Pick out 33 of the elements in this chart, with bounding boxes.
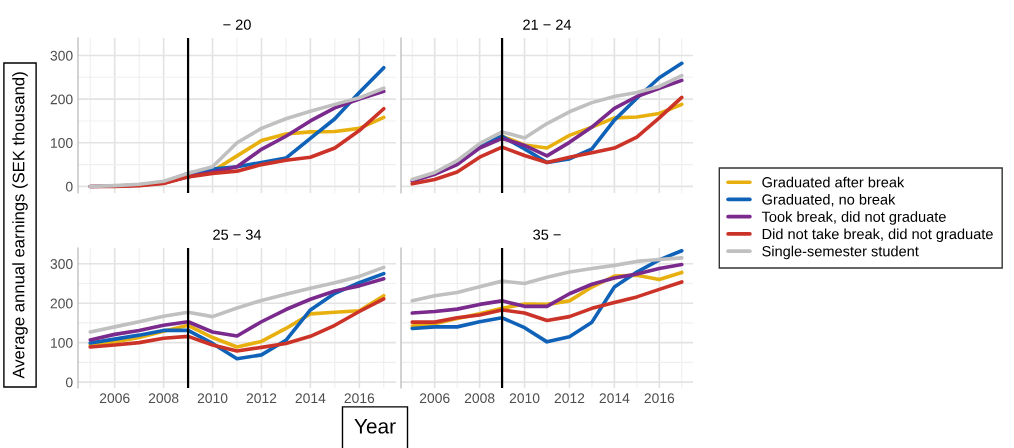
x-tick-label: 2012 xyxy=(554,393,585,404)
chart-title: − 20 xyxy=(223,19,251,30)
x-tick-label: 2016 xyxy=(644,393,675,404)
y-tick-label: 200 xyxy=(50,298,73,309)
x-tick-label: 2010 xyxy=(197,393,228,404)
y-tick-label: 0 xyxy=(65,377,73,388)
line-series xyxy=(88,276,386,342)
x-tick-label: 2008 xyxy=(148,393,179,404)
y-tick-label: 0 xyxy=(65,181,73,192)
chart-title: 35 − xyxy=(533,229,561,240)
legend-label: Took break, did not graduate xyxy=(761,211,946,225)
y-tick-label: 100 xyxy=(51,337,73,348)
y-tick-label: 300 xyxy=(50,259,73,269)
chart-title: 25 − 34 xyxy=(213,229,262,240)
x-tick-label: 2006 xyxy=(419,393,450,404)
legend-label: Did not take break, did not graduate xyxy=(762,228,993,243)
x-tick-label: 2008 xyxy=(464,393,495,404)
y-tick-label: 300 xyxy=(50,50,73,61)
chart-title: 21 − 24 xyxy=(523,19,572,30)
y-axis-title: Average annual earnings (SEK thousand) xyxy=(12,72,28,379)
x-axis-title: Year xyxy=(354,419,396,434)
legend-label: Graduated, no break xyxy=(762,193,896,207)
x-tick-label: 2014 xyxy=(599,393,630,404)
y-tick-label: 200 xyxy=(50,94,73,105)
x-tick-label: 2016 xyxy=(344,393,375,404)
x-tick-label: 2010 xyxy=(509,393,540,404)
line-series xyxy=(88,265,386,334)
legend-label: Graduated after break xyxy=(762,176,905,188)
y-tick-label: 100 xyxy=(51,138,73,148)
x-tick-label: 2014 xyxy=(295,393,326,404)
legend-label: Single-semester student xyxy=(762,245,919,260)
x-tick-label: 2006 xyxy=(99,393,130,404)
x-tick-label: 2012 xyxy=(246,393,277,404)
